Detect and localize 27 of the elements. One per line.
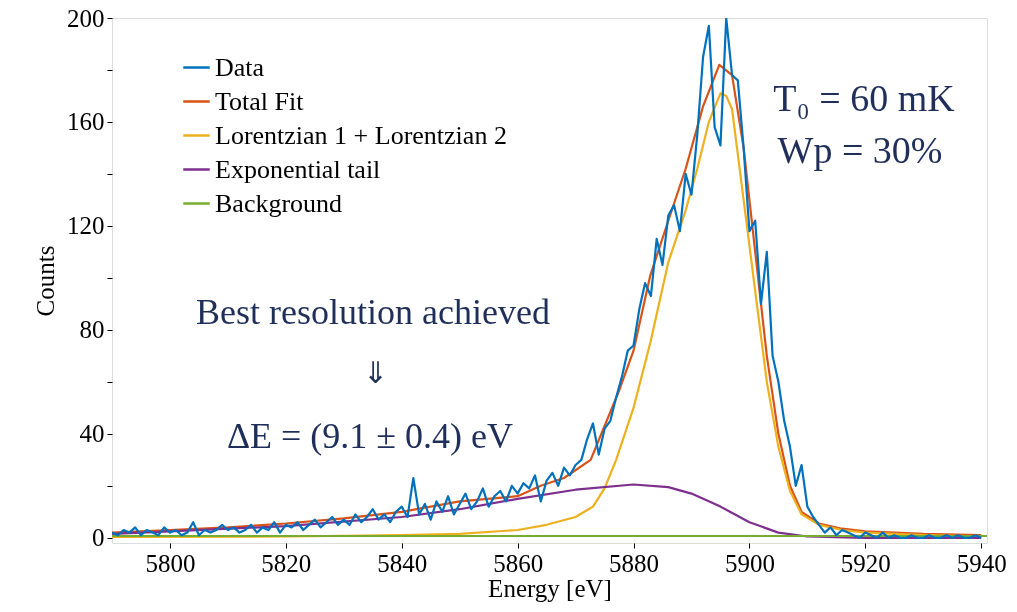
- line-series: [112, 483, 983, 539]
- x-tick-label: 5880: [609, 549, 660, 577]
- annotation: T₀ = 60 mK: [773, 77, 956, 119]
- x-tick-label: 5860: [493, 549, 544, 577]
- annotation: ΔE = (9.1 ± 0.4) eV: [226, 416, 514, 456]
- legend-label: Exponential tail: [215, 154, 381, 184]
- x-tick-label: 5800: [145, 549, 196, 577]
- x-tick-label: 5900: [724, 549, 775, 577]
- annotation: Wp = 30%: [777, 129, 943, 171]
- y-tick-label: 0: [92, 524, 105, 552]
- x-tick-label: 5840: [377, 549, 428, 577]
- x-tick-label: 5920: [840, 549, 891, 577]
- y-axis-title: Counts: [32, 245, 59, 317]
- legend-label: Total Fit: [215, 86, 305, 116]
- legend-label: Background: [215, 188, 343, 218]
- legend-label: Lorentzian 1 + Lorentzian 2: [215, 120, 507, 150]
- y-tick-label: 200: [67, 4, 105, 32]
- y-tick-label: 80: [79, 316, 105, 344]
- legend-label: Data: [215, 52, 265, 82]
- y-tick-label: 40: [79, 420, 105, 448]
- annotation: ⇓: [362, 356, 388, 389]
- annotation: Best resolution achieved: [196, 292, 550, 332]
- x-tick-label: 5940: [956, 549, 1007, 577]
- x-axis-title: Energy [eV]: [488, 574, 612, 602]
- y-tick-label: 120: [67, 212, 105, 240]
- y-tick-label: 160: [67, 108, 105, 136]
- x-tick-label: 5820: [261, 549, 312, 577]
